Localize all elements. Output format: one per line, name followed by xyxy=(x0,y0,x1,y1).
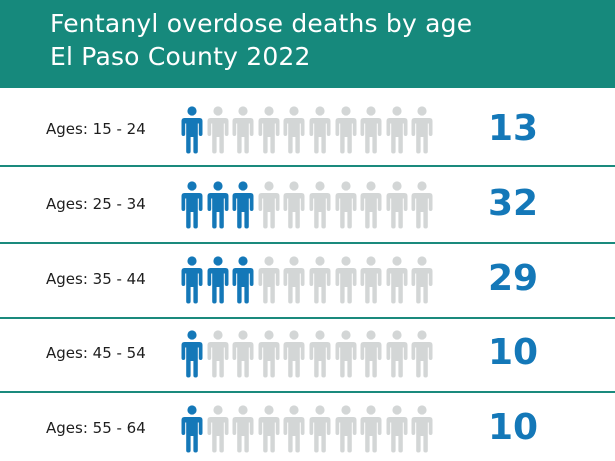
person-icon xyxy=(257,405,281,453)
person-icon xyxy=(410,330,434,378)
person-icon xyxy=(206,330,230,378)
death-count-value: 10 xyxy=(488,332,539,373)
age-group-label: Ages: 35 - 44 xyxy=(46,270,146,288)
header-banner: Fentanyl overdose deaths by age El Paso … xyxy=(0,0,615,88)
person-icon xyxy=(257,256,281,304)
person-icon xyxy=(308,330,332,378)
person-icon-highlighted xyxy=(180,106,204,154)
person-icon xyxy=(334,106,358,154)
row-divider xyxy=(0,165,615,167)
person-icon-highlighted xyxy=(206,256,230,304)
death-count-value: 10 xyxy=(488,407,539,448)
person-icon xyxy=(308,405,332,453)
chart-subtitle: El Paso County 2022 xyxy=(50,42,311,71)
person-icon xyxy=(308,106,332,154)
person-icon xyxy=(231,405,255,453)
person-icon-highlighted xyxy=(180,330,204,378)
person-icon xyxy=(257,181,281,229)
person-icon xyxy=(385,256,409,304)
person-icon xyxy=(385,405,409,453)
person-icon xyxy=(206,106,230,154)
person-icon xyxy=(334,256,358,304)
person-icons-group xyxy=(180,405,442,453)
row-divider xyxy=(0,317,615,319)
person-icon-highlighted xyxy=(180,256,204,304)
person-icon xyxy=(410,106,434,154)
person-icon xyxy=(231,330,255,378)
person-icon xyxy=(334,330,358,378)
person-icon xyxy=(359,405,383,453)
person-icon xyxy=(308,256,332,304)
person-icon xyxy=(359,330,383,378)
row-divider xyxy=(0,391,615,393)
person-icons-group xyxy=(180,330,442,378)
row-divider xyxy=(0,242,615,244)
person-icon xyxy=(257,106,281,154)
person-icon xyxy=(282,181,306,229)
person-icon xyxy=(359,256,383,304)
person-icon-highlighted xyxy=(206,181,230,229)
person-icon xyxy=(410,181,434,229)
person-icon xyxy=(385,106,409,154)
person-icon xyxy=(308,181,332,229)
person-icon-highlighted xyxy=(231,256,255,304)
person-icons-group xyxy=(180,106,442,154)
age-group-label: Ages: 25 - 34 xyxy=(46,195,146,213)
person-icon xyxy=(206,405,230,453)
death-count-value: 13 xyxy=(488,108,539,149)
person-icon xyxy=(282,405,306,453)
person-icon-highlighted xyxy=(231,181,255,229)
person-icon xyxy=(282,330,306,378)
age-group-label: Ages: 15 - 24 xyxy=(46,120,146,138)
age-group-label: Ages: 45 - 54 xyxy=(46,344,146,362)
chart-title: Fentanyl overdose deaths by age xyxy=(50,9,473,38)
person-icon xyxy=(231,106,255,154)
person-icon xyxy=(410,405,434,453)
person-icon xyxy=(359,181,383,229)
age-group-label: Ages: 55 - 64 xyxy=(46,419,146,437)
person-icon xyxy=(385,181,409,229)
death-count-value: 29 xyxy=(488,258,539,299)
person-icon-highlighted xyxy=(180,405,204,453)
person-icon xyxy=(334,181,358,229)
person-icons-group xyxy=(180,181,442,229)
person-icon xyxy=(257,330,281,378)
person-icon xyxy=(282,256,306,304)
person-icons-group xyxy=(180,256,442,304)
person-icon xyxy=(359,106,383,154)
person-icon xyxy=(334,405,358,453)
person-icon xyxy=(410,256,434,304)
person-icon xyxy=(385,330,409,378)
person-icon-highlighted xyxy=(180,181,204,229)
person-icon xyxy=(282,106,306,154)
death-count-value: 32 xyxy=(488,183,539,224)
